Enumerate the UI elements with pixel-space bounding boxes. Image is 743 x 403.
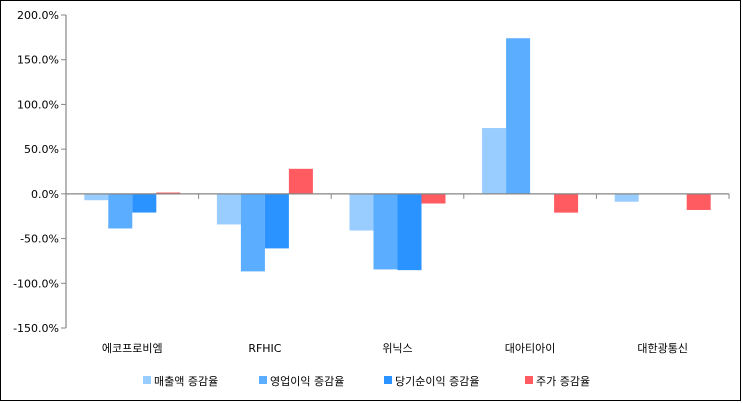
bar-4-2 (288, 168, 313, 194)
x-tick-label: 대아티아이 (505, 342, 556, 355)
bar-4-1 (156, 192, 181, 194)
y-tick-label: -50.0% (20, 233, 59, 246)
bar-1-2 (216, 193, 241, 225)
y-tick-label: 100.0% (17, 98, 59, 111)
bar-3-3 (397, 193, 422, 271)
y-tick-label: -100.0% (13, 277, 59, 290)
y-tick-label: 50.0% (24, 143, 59, 156)
x-tick-label: 대한광통신 (637, 342, 688, 355)
bar-3-1 (132, 193, 157, 213)
bar-4-4 (554, 193, 579, 213)
y-tick-label: 0.0% (31, 188, 59, 201)
legend-swatch-4 (525, 376, 533, 384)
x-tick-label: 에코프로비엠 (102, 342, 163, 355)
y-tick-label: 150.0% (17, 54, 59, 67)
x-tick-label: RFHIC (248, 342, 281, 355)
bar-2-3 (373, 193, 398, 270)
legend-swatch-2 (259, 376, 267, 384)
bar-2-2 (240, 193, 265, 272)
bar-1-1 (84, 193, 109, 201)
x-tick-label: 위닉스 (382, 342, 412, 355)
legend-swatch-1 (143, 376, 151, 384)
legend-label-4: 주가 증감율 (536, 375, 590, 388)
bar-4-3 (421, 193, 446, 204)
bar-4-5 (686, 193, 711, 210)
bar-2-4 (506, 38, 531, 194)
bar-2-1 (108, 193, 133, 229)
bar-1-4 (482, 128, 507, 194)
legend-swatch-3 (384, 376, 392, 384)
bar-3-2 (264, 193, 289, 249)
legend-label-1: 매출액 증감율 (154, 375, 218, 388)
bar-1-3 (349, 193, 374, 231)
legend-label-3: 당기순이익 증감율 (395, 375, 479, 388)
legend-label-2: 영업이익 증감율 (270, 375, 344, 388)
y-tick-label: 200.0% (17, 9, 59, 22)
bar-1-5 (614, 193, 639, 202)
y-tick-label: -150.0% (13, 322, 59, 335)
